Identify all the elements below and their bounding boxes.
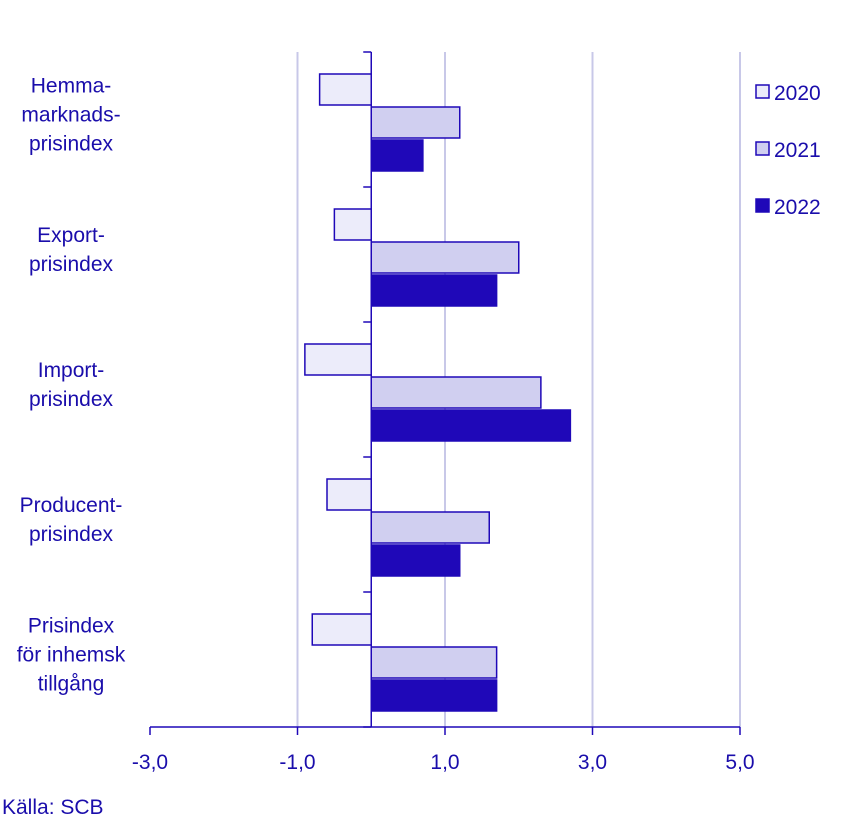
category-label-line: marknads- — [21, 104, 120, 127]
x-tick-label-2: 1,0 — [430, 751, 459, 774]
bar-2021-cat0 — [370, 106, 461, 139]
bar-2021-cat4 — [370, 646, 498, 679]
source-note: Källa: SCB — [2, 796, 104, 819]
category-label-line: prisindex — [29, 133, 114, 156]
legend-label-2021: 2021 — [774, 139, 821, 162]
grid-lines — [296, 52, 741, 727]
category-label-4: Prisindex för inhemsk tillgång — [17, 615, 126, 696]
bar-2020-cat1 — [333, 208, 372, 241]
bars — [304, 73, 572, 712]
bar-2022-cat3 — [370, 544, 461, 577]
category-label-line: Producent- — [20, 494, 123, 517]
legend-swatch-2022 — [755, 198, 770, 213]
bar-2022-cat0 — [370, 139, 424, 172]
category-label-line: prisindex — [29, 253, 114, 276]
bar-2022-cat1 — [370, 274, 498, 307]
bar-2021-cat2 — [370, 376, 542, 409]
category-label-line: prisindex — [29, 523, 114, 546]
bar-2021-cat1 — [370, 241, 520, 274]
category-label-1: Export-prisindex — [29, 224, 114, 276]
category-label-line: prisindex — [29, 388, 114, 411]
bar-2022-cat4 — [370, 679, 498, 712]
bar-2020-cat3 — [326, 478, 372, 511]
bar-2020-cat4 — [311, 613, 372, 646]
category-label-line: Export- — [37, 224, 105, 247]
x-tick-labels: -3,0 -1,0 1,0 3,0 5,0 — [132, 751, 755, 774]
bar-2021-cat3 — [370, 511, 490, 544]
legend-label-2020: 2020 — [774, 82, 821, 105]
x-tick-label-0: -3,0 — [132, 751, 168, 774]
legend-swatch-2021 — [755, 141, 770, 156]
category-labels: Hemma-marknads-prisindexExport-prisindex… — [17, 75, 126, 696]
category-label-line: Hemma- — [31, 75, 112, 98]
category-label-line: för inhemsk — [17, 644, 126, 667]
category-label-line: Prisindex — [28, 615, 115, 638]
bar-2022-cat2 — [370, 409, 572, 442]
x-tick-label-3: 3,0 — [578, 751, 607, 774]
x-tick-label-1: -1,0 — [279, 751, 315, 774]
bar-2020-cat2 — [304, 343, 372, 376]
legend-label-2022: 2022 — [774, 196, 821, 219]
category-label-3: Producent-prisindex — [20, 494, 123, 546]
category-label-2: Import-prisindex — [29, 359, 114, 411]
legend: 2020 2021 2022 — [755, 82, 821, 219]
legend-swatch-2020 — [755, 84, 770, 99]
bar-2020-cat0 — [318, 73, 372, 106]
category-label-line: tillgång — [38, 673, 105, 696]
category-label-line: Import- — [38, 359, 105, 382]
category-label-0: Hemma-marknads-prisindex — [21, 75, 120, 156]
x-tick-label-4: 5,0 — [725, 751, 754, 774]
axes — [149, 51, 741, 735]
